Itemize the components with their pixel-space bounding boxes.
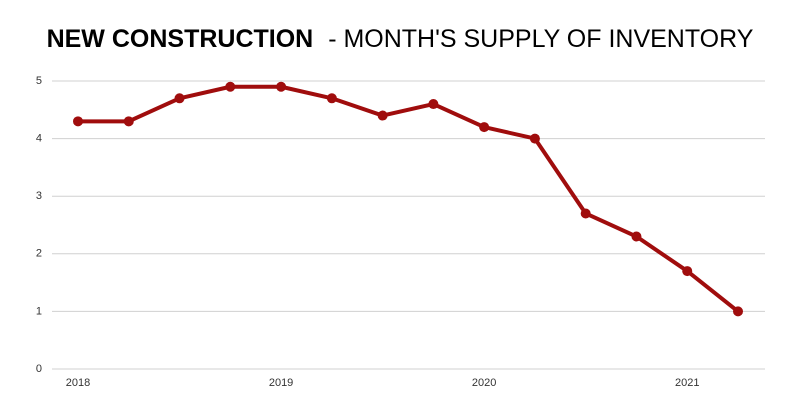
y-tick-label: 3 xyxy=(36,190,42,202)
y-tick-label: 0 xyxy=(36,363,42,375)
y-tick-label: 1 xyxy=(36,305,42,317)
series-line xyxy=(78,84,740,313)
data-point xyxy=(174,93,185,104)
x-tick-label: 2020 xyxy=(472,377,496,389)
data-point xyxy=(733,306,744,317)
x-tick-label: 2018 xyxy=(66,377,90,389)
chart-title: NEW CONSTRUCTION - MONTH'S SUPPLY OF INV… xyxy=(47,25,754,53)
data-point xyxy=(377,110,388,121)
data-point xyxy=(631,231,642,242)
title-rest: - MONTH'S SUPPLY OF INVENTORY xyxy=(328,25,754,53)
data-point xyxy=(428,99,439,110)
y-tick-label: 2 xyxy=(36,248,42,260)
data-point xyxy=(580,208,591,219)
data-point xyxy=(529,133,540,144)
data-point xyxy=(225,81,236,92)
y-tick-label: 4 xyxy=(36,133,42,145)
data-point xyxy=(682,266,693,277)
data-point xyxy=(73,116,83,127)
data-point xyxy=(123,116,134,127)
x-tick-label: 2019 xyxy=(269,377,293,389)
data-point xyxy=(479,122,490,133)
x-tick-label: 2021 xyxy=(675,377,699,389)
data-point xyxy=(326,93,337,104)
y-tick-label: 5 xyxy=(36,75,42,87)
title-bold: NEW CONSTRUCTION xyxy=(47,25,314,53)
data-point xyxy=(276,81,287,92)
